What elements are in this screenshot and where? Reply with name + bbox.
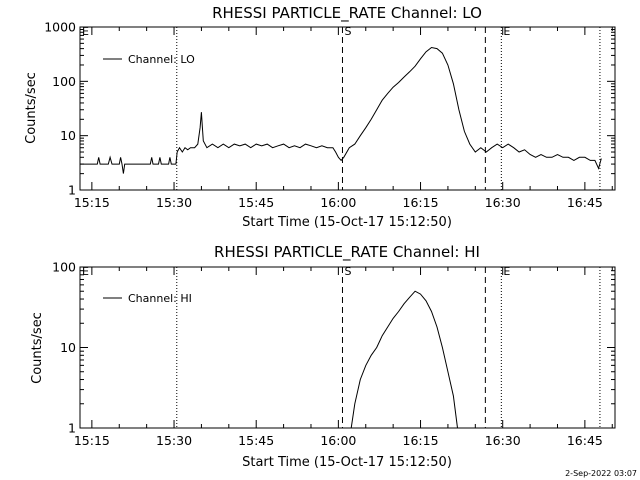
y-tick-label: 1 — [68, 421, 76, 436]
y-tick-label: 10 — [60, 340, 76, 355]
y-axis-label: Counts/sec — [30, 312, 45, 384]
x-tick-label: 16:00 — [320, 195, 356, 210]
y-tick-label: 1 — [68, 183, 76, 198]
x-tick-label: 16:30 — [485, 195, 521, 210]
timestamp-footer: 2-Sep-2022 03:07 — [565, 469, 637, 478]
y-axis-label: Counts/sec — [24, 72, 39, 144]
x-tick-label: 15:30 — [156, 433, 192, 448]
y-tick-label: 100 — [52, 74, 76, 89]
lo-series-line — [80, 46, 602, 174]
marker-label: S — [344, 265, 351, 278]
chart-title: RHESSI PARTICLE_RATE Channel: HI — [214, 243, 480, 262]
plot-frame — [79, 26, 616, 191]
legend: Channel: HI — [103, 292, 192, 305]
x-tick-label: 16:15 — [403, 195, 439, 210]
legend: Channel: LO — [103, 53, 195, 66]
x-tick-label: 16:15 — [403, 433, 439, 448]
y-tick-label: 100 — [52, 260, 76, 275]
x-tick-label: 15:45 — [238, 433, 274, 448]
marker-label: E — [82, 25, 89, 38]
x-tick-label: 16:30 — [485, 433, 521, 448]
x-axis: 15:15 15:30 15:45 16:00 16:15 16:30 16:45 — [74, 27, 613, 210]
x-axis-label: Start Time (15-Oct-17 15:12:50) — [242, 455, 452, 470]
y-tick-label: 10 — [60, 128, 76, 143]
marker-label: E — [82, 265, 89, 278]
y-axis: 1 10 100 — [52, 260, 615, 436]
x-tick-label: 15:15 — [74, 195, 110, 210]
x-axis: 15:15 15:30 15:45 16:00 16:15 16:30 16:45 — [74, 267, 613, 448]
x-axis-label: Start Time (15-Oct-17 15:12:50) — [242, 215, 452, 230]
hi-chart: RHESSI PARTICLE_RATE Channel: HI E S E 1 10… — [30, 243, 616, 470]
x-tick-label: 16:00 — [320, 433, 356, 448]
lo-chart: RHESSI PARTICLE_RATE Channel: LO E S E 1 10… — [24, 4, 616, 230]
legend-label: Channel: LO — [128, 53, 195, 66]
x-tick-label: 15:15 — [74, 433, 110, 448]
x-tick-label: 15:30 — [156, 195, 192, 210]
y-axis: 1 10 100 1000 — [44, 20, 615, 198]
marker-label: E — [503, 265, 510, 278]
marker-label: E — [503, 25, 510, 38]
chart-title: RHESSI PARTICLE_RATE Channel: LO — [212, 4, 482, 23]
y-tick-label: 1000 — [44, 20, 76, 35]
x-tick-label: 16:45 — [567, 195, 603, 210]
hi-series-line — [350, 290, 458, 429]
legend-label: Channel: HI — [128, 292, 192, 305]
x-tick-label: 15:45 — [238, 195, 274, 210]
marker-label: S — [344, 25, 351, 38]
x-tick-label: 16:45 — [567, 433, 603, 448]
